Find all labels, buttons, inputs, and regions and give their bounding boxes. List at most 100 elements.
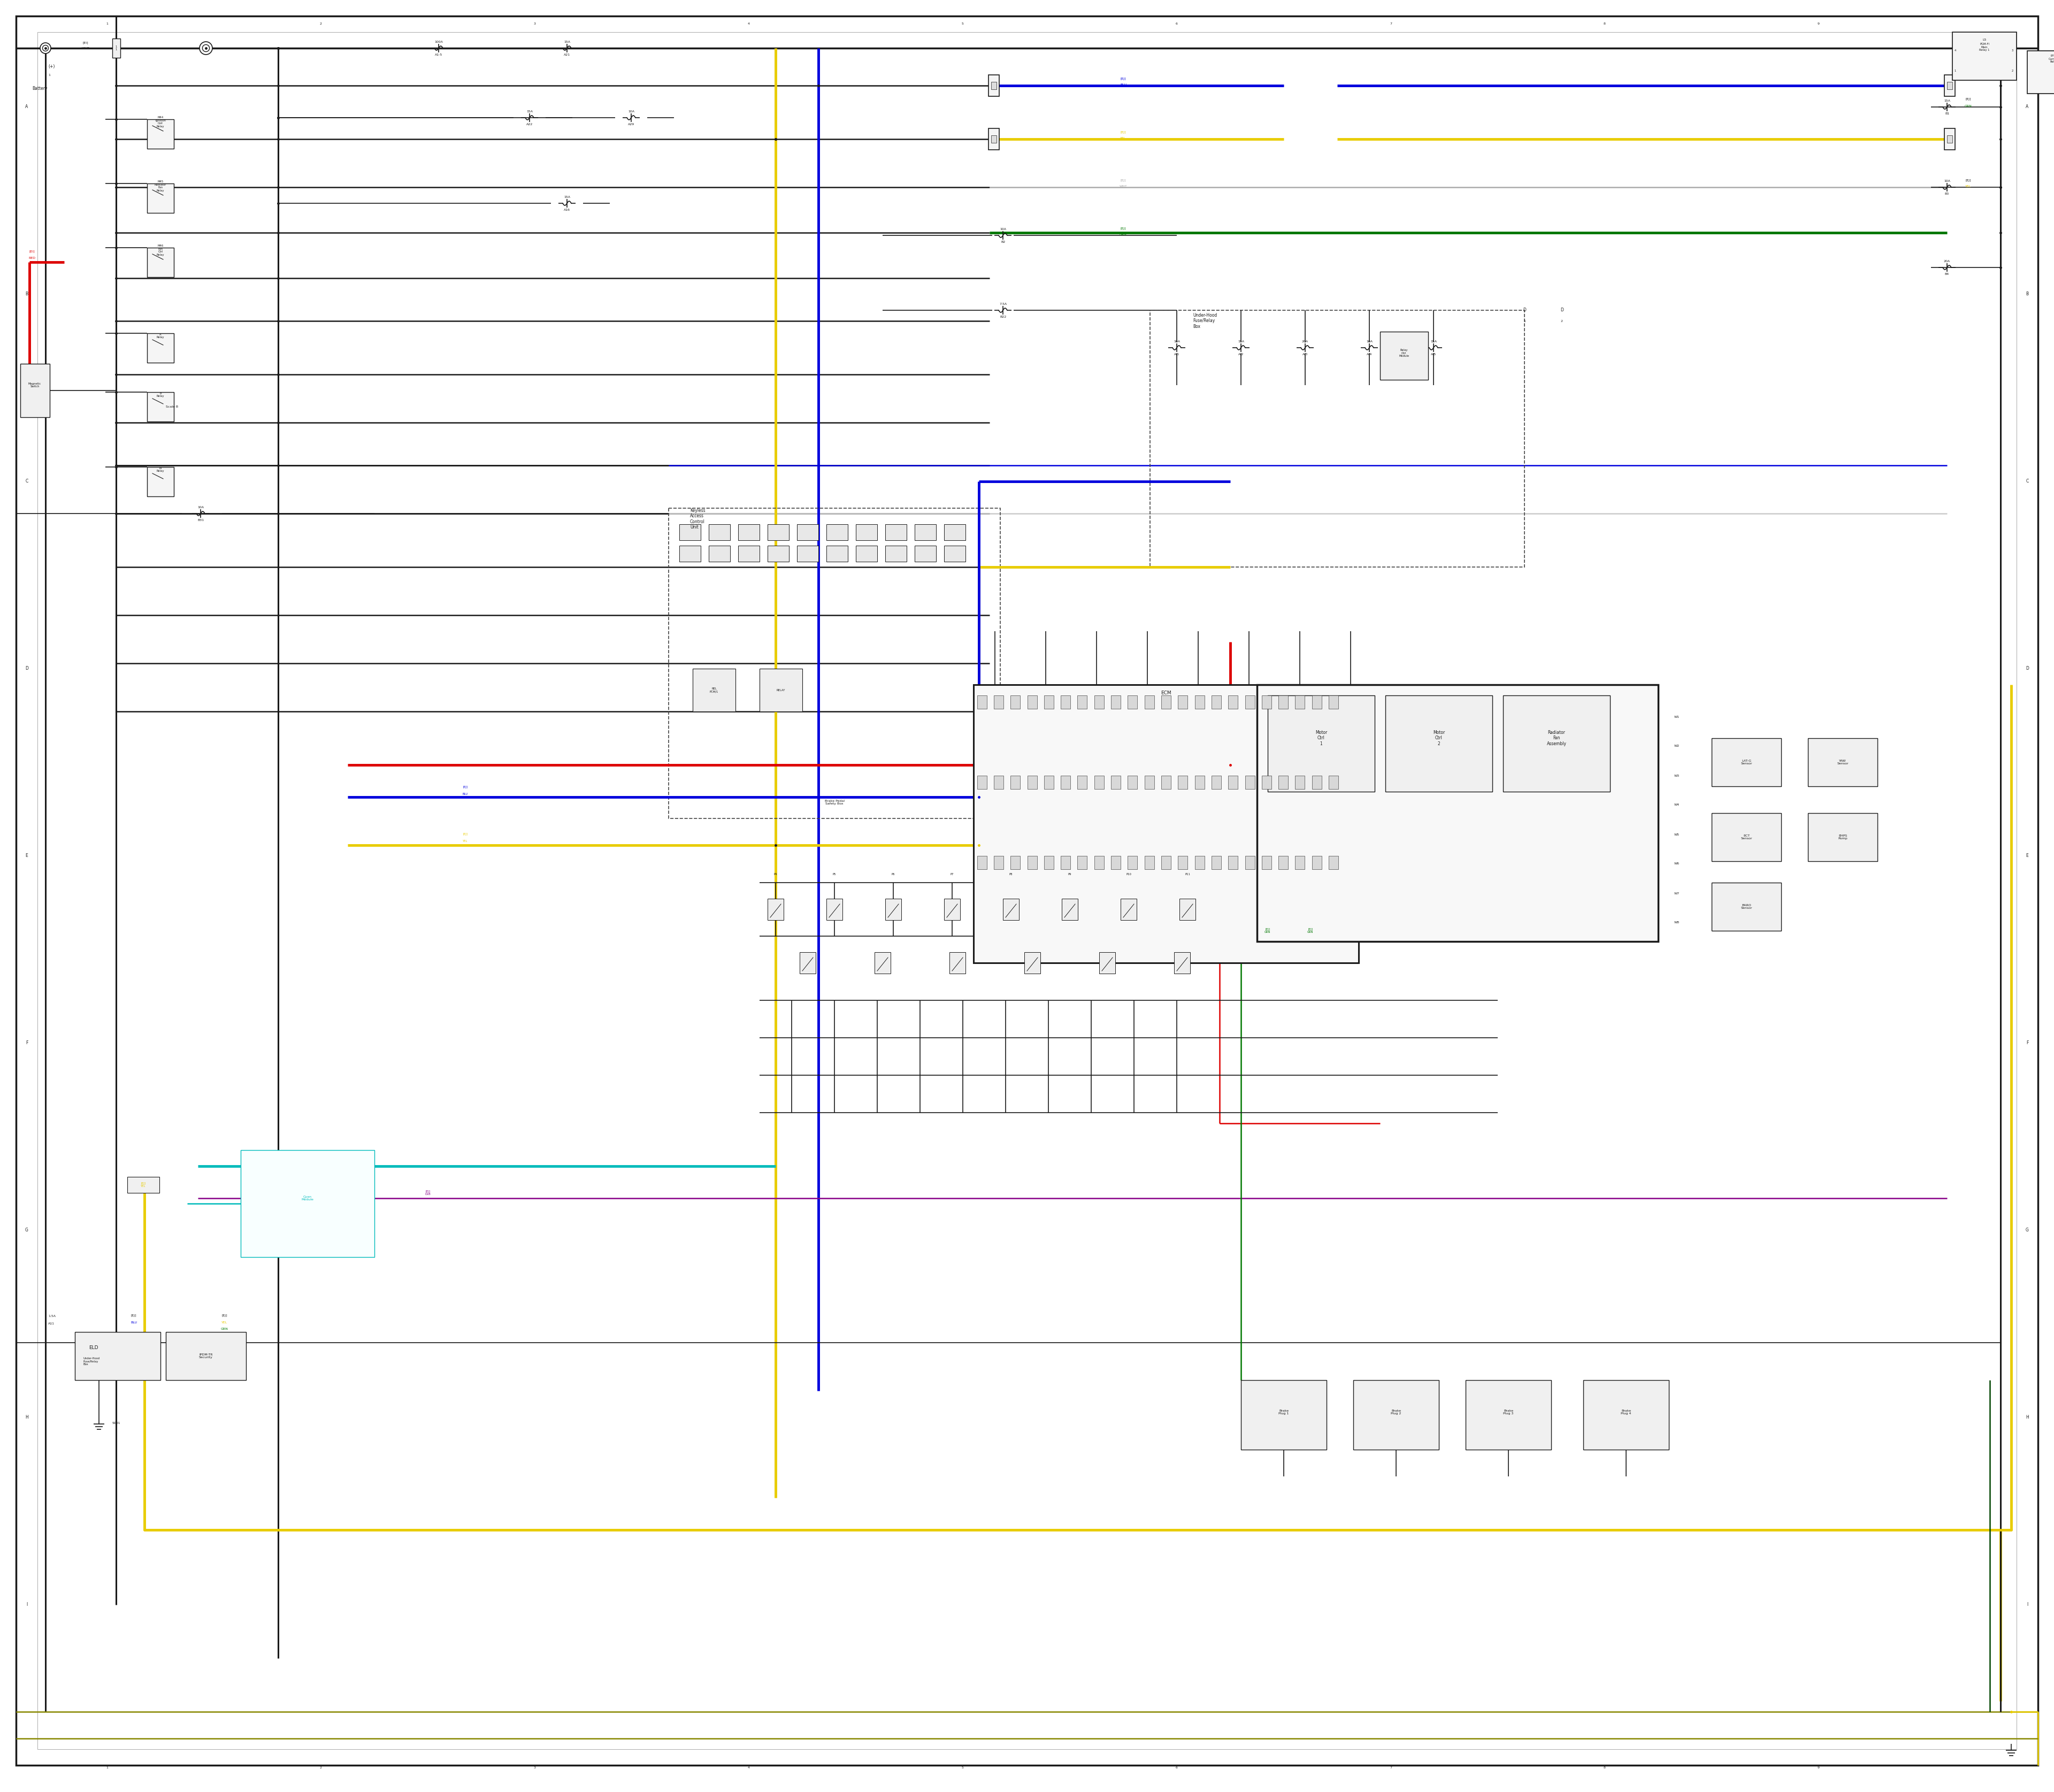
Text: 15A: 15A: [563, 195, 571, 199]
Text: M46
Fan
Ctrl
Relay: M46 Fan Ctrl Relay: [156, 244, 164, 256]
Text: GRN: GRN: [1966, 104, 1972, 108]
Bar: [1953, 32, 2017, 81]
Text: 4: 4: [748, 23, 750, 25]
Bar: [1060, 857, 1070, 869]
Text: B4: B4: [1945, 272, 1949, 276]
Text: YEL: YEL: [462, 840, 468, 842]
Text: P4: P4: [774, 873, 776, 876]
Text: B: B: [25, 292, 29, 297]
Text: REL
PCM/1: REL PCM/1: [711, 686, 719, 694]
Text: 1: 1: [47, 73, 49, 77]
Text: B3: B3: [1945, 192, 1949, 195]
Text: ECM: ECM: [1161, 690, 1171, 695]
Bar: [1095, 776, 1103, 788]
Text: [EJ]: [EJ]: [222, 1315, 228, 1317]
Text: P7: P7: [951, 873, 953, 876]
Bar: [1212, 857, 1222, 869]
Text: WHT: WHT: [82, 47, 90, 50]
Text: 2: 2: [320, 23, 322, 25]
Text: C: C: [25, 478, 29, 484]
Text: W3: W3: [1674, 774, 1680, 778]
Bar: [994, 776, 1004, 788]
Bar: [945, 545, 965, 561]
Text: A-2: A-2: [1239, 353, 1245, 355]
Text: BLU: BLU: [1119, 82, 1126, 86]
Bar: [1060, 776, 1070, 788]
Text: B31: B31: [197, 518, 203, 521]
Bar: [692, 668, 735, 711]
Bar: [799, 952, 815, 973]
Text: Keyless
Access
Control
Unit: Keyless Access Control Unit: [690, 509, 705, 530]
Bar: [21, 364, 49, 418]
Bar: [1043, 857, 1054, 869]
Bar: [1584, 1380, 1668, 1450]
Text: D: D: [2025, 667, 2029, 670]
Text: EHPS
Pump: EHPS Pump: [1838, 835, 1847, 840]
Text: LAT-G
Sensor: LAT-G Sensor: [1740, 760, 1752, 765]
Bar: [1121, 898, 1136, 919]
Bar: [1212, 695, 1222, 710]
Bar: [1043, 695, 1054, 710]
Text: 1: 1: [107, 1767, 109, 1769]
Text: [EJ]: [EJ]: [1966, 179, 1972, 183]
Text: BLU: BLU: [131, 1321, 138, 1324]
Circle shape: [43, 45, 49, 52]
Text: P5: P5: [832, 873, 836, 876]
Text: IPDM-TR
Security: IPDM-TR Security: [199, 1353, 214, 1358]
Text: A-1: A-1: [1175, 353, 1179, 355]
Bar: [1384, 695, 1493, 792]
Bar: [1711, 883, 1781, 930]
Bar: [1228, 857, 1239, 869]
Text: A16: A16: [563, 208, 571, 211]
Text: Motor
Ctrl
2: Motor Ctrl 2: [1434, 729, 1444, 745]
Text: W1: W1: [1674, 715, 1680, 719]
Bar: [1062, 898, 1078, 919]
Bar: [885, 898, 902, 919]
Bar: [148, 247, 175, 278]
Bar: [1380, 332, 1428, 380]
Bar: [1711, 814, 1781, 862]
Bar: [127, 1177, 160, 1193]
Bar: [1241, 1380, 1327, 1450]
Text: W8: W8: [1674, 921, 1680, 925]
Bar: [1329, 695, 1339, 710]
Text: A11: A11: [47, 1322, 55, 1326]
Bar: [1111, 776, 1121, 788]
Bar: [1245, 857, 1255, 869]
Text: A: A: [2025, 104, 2029, 109]
Bar: [1111, 857, 1121, 869]
Text: F: F: [25, 1041, 29, 1045]
Text: YEL: YEL: [1966, 185, 1972, 188]
Text: Radiator
Fan
Assembly: Radiator Fan Assembly: [1547, 729, 1567, 745]
Text: Brake
Plug 3: Brake Plug 3: [1504, 1409, 1514, 1416]
Text: GRN: GRN: [1119, 233, 1128, 235]
Text: D: D: [1561, 308, 1563, 312]
Text: 5: 5: [961, 23, 963, 25]
Bar: [992, 82, 996, 90]
Bar: [1278, 776, 1288, 788]
Bar: [1261, 776, 1271, 788]
Text: 15A: 15A: [1239, 340, 1245, 342]
Text: [EJ]
GRN: [EJ] GRN: [1308, 928, 1315, 934]
Bar: [1025, 952, 1041, 973]
Circle shape: [199, 41, 212, 54]
Text: 10A: 10A: [1000, 228, 1006, 231]
Text: G: G: [2025, 1228, 2029, 1233]
Text: 20A: 20A: [1302, 340, 1308, 342]
Text: C: C: [2025, 478, 2029, 484]
Bar: [1296, 695, 1304, 710]
Text: Magnetic
Switch: Magnetic Switch: [29, 382, 41, 389]
Text: [EJ]: [EJ]: [1119, 228, 1126, 231]
Bar: [768, 898, 785, 919]
Text: 6: 6: [1175, 23, 1177, 25]
Bar: [797, 545, 817, 561]
Bar: [1002, 898, 1019, 919]
Bar: [1144, 776, 1154, 788]
Bar: [1228, 776, 1239, 788]
Bar: [1179, 695, 1187, 710]
Text: [EJ]
GRN: [EJ] GRN: [1265, 928, 1271, 934]
Text: 7.5A: 7.5A: [998, 303, 1006, 305]
Text: 9: 9: [1818, 23, 1820, 25]
Bar: [1043, 776, 1054, 788]
Text: W5: W5: [1674, 833, 1680, 835]
